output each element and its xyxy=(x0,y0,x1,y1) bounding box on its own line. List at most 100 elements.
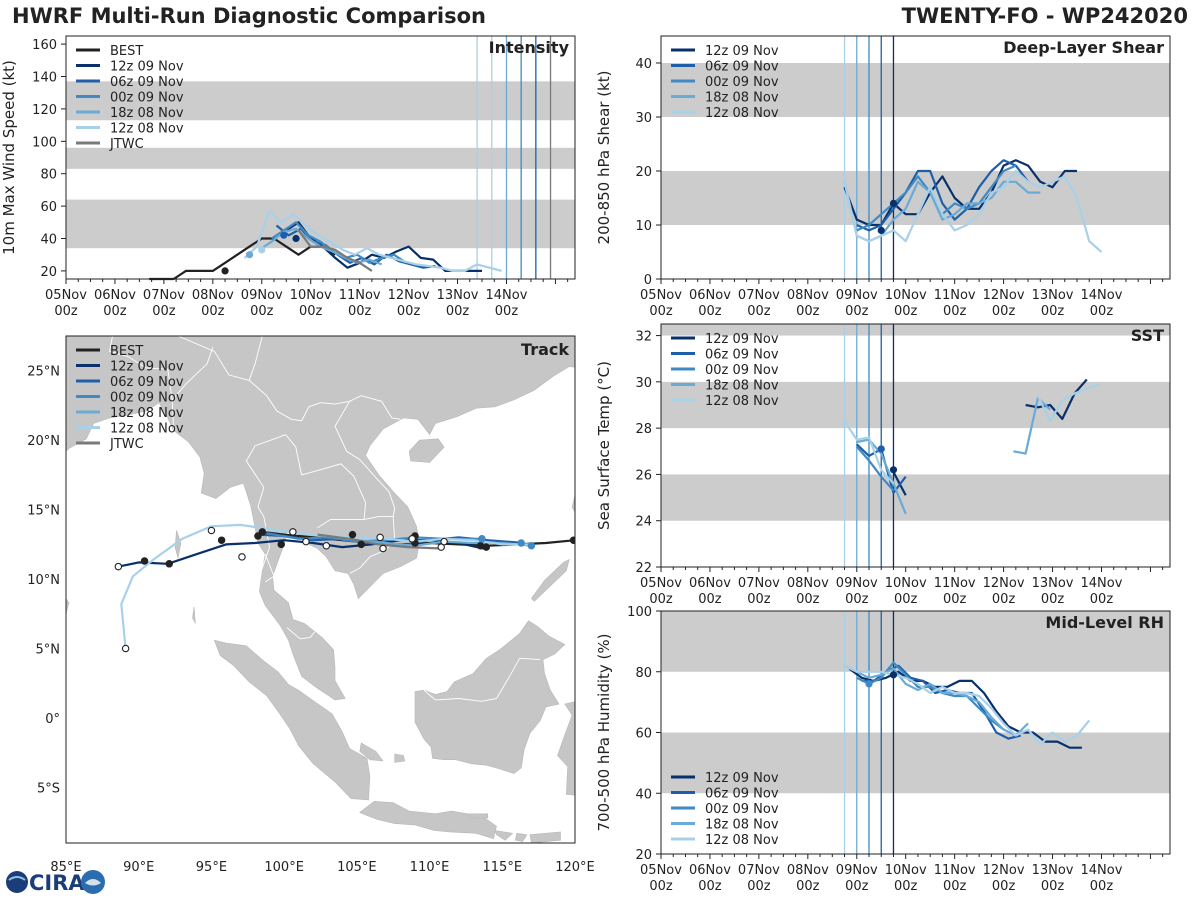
x-tick-label: 00z xyxy=(649,592,673,607)
country-border xyxy=(245,434,286,573)
lat-tick-label: 15°N xyxy=(27,504,60,519)
country-border xyxy=(285,434,394,520)
legend-label: 12z 08 Nov xyxy=(110,122,184,137)
x-tick-label: 10Nov xyxy=(290,288,332,303)
y-tick-label: 100 xyxy=(627,605,652,620)
country-border xyxy=(109,336,173,400)
x-tick-label: 08Nov xyxy=(787,863,829,878)
y-tick-label: 120 xyxy=(32,103,57,118)
threshold-band xyxy=(661,63,1170,117)
legend-label: 00z 09 Nov xyxy=(110,391,184,406)
x-tick-label: 13Nov xyxy=(1032,863,1074,878)
x-tick-label: 12Nov xyxy=(983,863,1025,878)
landmass-lombok xyxy=(515,832,528,842)
track-position xyxy=(217,536,226,544)
series-line xyxy=(855,445,895,492)
legend-label: 00z 09 Nov xyxy=(705,75,779,90)
y-tick-label: 40 xyxy=(40,233,57,248)
logo-text: CIRA xyxy=(29,871,85,895)
y-tick-label: 22 xyxy=(635,561,652,576)
x-tick-label: 00z xyxy=(397,304,421,319)
country-border xyxy=(177,336,250,381)
y-tick-label: 32 xyxy=(635,330,652,345)
landmass-belitung xyxy=(394,753,406,763)
legend-label: 06z 09 Nov xyxy=(110,375,184,390)
lat-tick-label: 10°N xyxy=(27,573,60,588)
x-tick-label: 00z xyxy=(845,304,869,319)
panel-title: Intensity xyxy=(489,38,570,57)
track-position xyxy=(114,562,123,571)
y-tick-label: 20 xyxy=(40,265,57,280)
series-line xyxy=(843,169,1103,253)
x-tick-label: 09Nov xyxy=(836,863,878,878)
country-border xyxy=(334,401,396,574)
legend-label: 12z 08 Nov xyxy=(705,106,779,121)
legend-label: JTWC xyxy=(109,137,144,152)
lon-tick-label: 95°E xyxy=(196,860,227,875)
series-line xyxy=(149,237,336,281)
lat-tick-label: 5°N xyxy=(36,643,61,658)
legend-label: 18z 08 Nov xyxy=(110,106,184,121)
data-point xyxy=(889,199,898,207)
data-point xyxy=(889,671,898,679)
country-border xyxy=(248,336,401,422)
legend-label: 06z 09 Nov xyxy=(705,787,779,802)
data-point xyxy=(292,234,300,243)
track-line xyxy=(317,533,442,550)
landmass-taiwan xyxy=(574,397,575,400)
x-tick-label: 14Nov xyxy=(1081,288,1123,303)
x-tick-label: 10Nov xyxy=(885,576,927,591)
x-tick-label: 00z xyxy=(894,879,918,894)
x-tick-label: 08Nov xyxy=(192,288,234,303)
y-tick-label: 60 xyxy=(40,200,57,215)
track-position xyxy=(277,540,285,549)
legend-label: 12z 09 Nov xyxy=(705,771,779,786)
plot-frame xyxy=(660,35,1171,280)
series-line xyxy=(243,209,502,272)
series-line xyxy=(297,229,373,272)
x-tick-label: 00z xyxy=(201,304,225,319)
y-tick-label: 20 xyxy=(635,165,652,180)
x-tick-label: 13Nov xyxy=(437,288,479,303)
y-axis-label: Sea Surface Temp (°C) xyxy=(595,361,613,530)
x-tick-label: 05Nov xyxy=(640,576,682,591)
threshold-band xyxy=(661,732,1170,794)
x-tick-label: 00z xyxy=(152,304,176,319)
series-line xyxy=(848,667,1082,749)
x-tick-label: 14Nov xyxy=(486,288,528,303)
x-tick-label: 12Nov xyxy=(983,576,1025,591)
series-line xyxy=(856,159,1029,232)
track-position xyxy=(376,533,384,542)
landmass-sri-lanka xyxy=(66,597,70,614)
x-tick-label: 00z xyxy=(1090,304,1114,319)
x-tick-label: 00z xyxy=(943,879,967,894)
y-tick-label: 30 xyxy=(635,376,652,391)
track-position xyxy=(569,536,575,544)
y-axis-label: 700-500 hPa Humidity (%) xyxy=(595,633,613,831)
country-border xyxy=(171,346,214,431)
x-tick-label: 00z xyxy=(446,304,470,319)
lon-tick-label: 115°E xyxy=(483,860,523,875)
x-tick-label: 00z xyxy=(250,304,274,319)
legend-label: 18z 08 Nov xyxy=(705,379,779,394)
series-line xyxy=(1013,397,1051,455)
data-point xyxy=(877,445,885,453)
x-tick-label: 09Nov xyxy=(241,288,283,303)
track-map: 85°E 90°E 95°E 100°E 105°E 110°E 115°E 120°E 25°… xyxy=(27,335,595,875)
legend-label: BEST xyxy=(110,344,143,359)
x-tick-label: 00z xyxy=(992,304,1016,319)
track-position xyxy=(254,532,262,540)
x-tick-label: 14Nov xyxy=(1081,576,1123,591)
x-tick-label: 13Nov xyxy=(1032,288,1074,303)
data-point xyxy=(280,231,288,239)
legend-label: 00z 09 Nov xyxy=(705,363,779,378)
country-border xyxy=(286,627,316,640)
series-line xyxy=(1036,383,1100,423)
track-position xyxy=(302,537,310,546)
threshold-band xyxy=(661,324,1170,336)
y-tick-label: 60 xyxy=(635,727,652,742)
